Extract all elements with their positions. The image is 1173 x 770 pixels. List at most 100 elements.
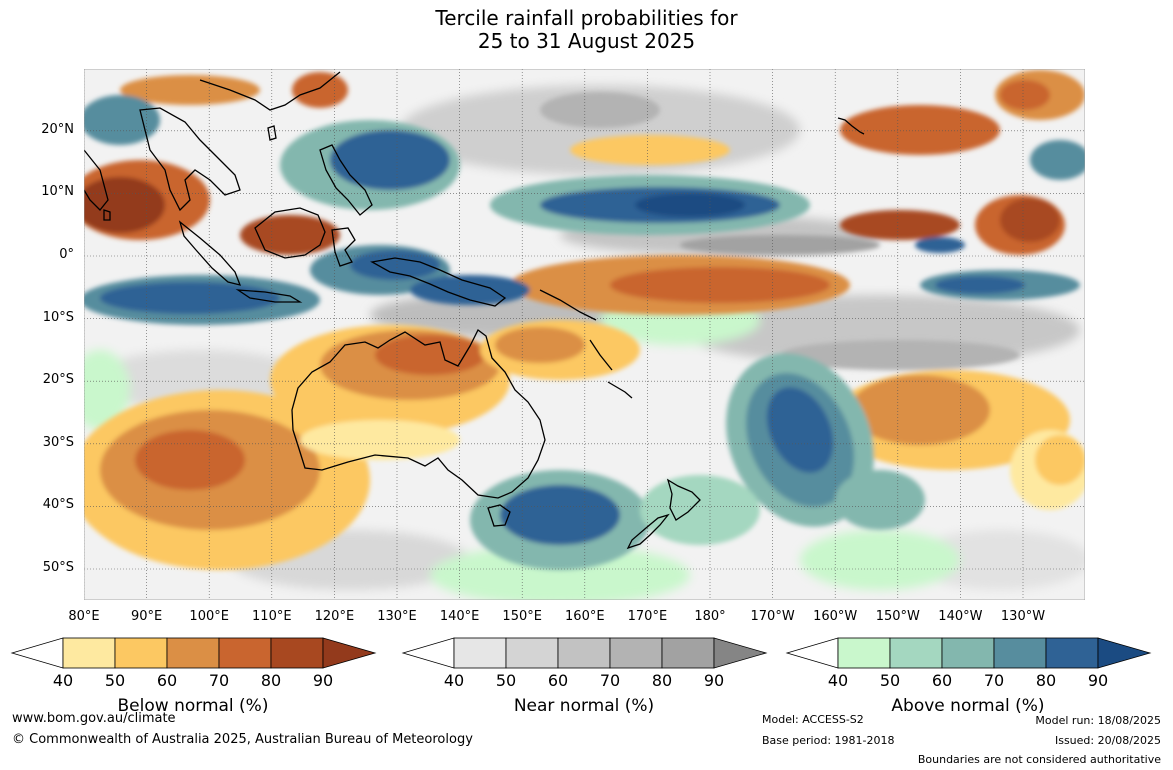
colorbar-segment <box>453 637 507 669</box>
colorbar-segment <box>889 637 943 669</box>
longitude-label: 120°E <box>314 609 355 624</box>
australia-coastline <box>291 329 546 499</box>
colorbar-near-title: Near normal (%) <box>513 696 655 716</box>
new-caledonia-coastline <box>607 381 633 399</box>
colorbar-min-extension <box>785 637 839 669</box>
sumatra-coastline <box>178 220 242 286</box>
philippines-coastline <box>319 144 373 216</box>
footer-model-run: Model run: 18/08/2025 <box>1035 714 1161 727</box>
longitude-label: 90°E <box>130 609 163 624</box>
hawaii-coastline <box>837 117 865 135</box>
colorbar-tick-label: 80 <box>260 671 282 690</box>
colorbar-segment <box>993 637 1047 669</box>
longitude-label: 150°W <box>875 609 920 624</box>
footer-base-period: Base period: 1981-2018 <box>762 734 895 747</box>
vanuatu-coastline <box>589 339 613 371</box>
colorbar-tick-label: 40 <box>443 671 465 690</box>
colorbar-tick-label: 50 <box>495 671 517 690</box>
rainfall-probability-map <box>84 69 1085 600</box>
new-zealand-south-coastline <box>626 513 670 550</box>
new-guinea-coastline <box>370 257 507 307</box>
colorbar-tick-label: 70 <box>983 671 1005 690</box>
colorbar-below-normal <box>10 637 377 669</box>
longitude-label: 130°E <box>377 609 417 624</box>
sri-lanka-coastline <box>103 209 111 221</box>
tasmania-coastline <box>487 504 511 527</box>
footer-issued: Issued: 20/08/2025 <box>1054 734 1161 747</box>
colorbar-max-extension <box>713 637 768 669</box>
colorbar-near-normal <box>401 637 768 669</box>
longitude-label: 150°E <box>502 609 542 624</box>
borneo-coastline <box>254 207 326 259</box>
new-zealand-north-coastline <box>666 478 701 521</box>
colorbar-above-title: Above normal (%) <box>891 696 1045 716</box>
colorbar-min-extension <box>401 637 455 669</box>
colorbar-tick-label: 60 <box>156 671 178 690</box>
india-coastline <box>84 149 109 211</box>
latitude-label: 30°S <box>42 434 74 450</box>
indochina-coastline <box>139 107 241 212</box>
colorbar-segment <box>114 637 168 669</box>
sulawesi-coastline <box>331 227 356 267</box>
longitude-label: 140°E <box>439 609 480 624</box>
colorbar-max-extension <box>322 637 377 669</box>
longitude-label: 170°E <box>627 609 668 624</box>
colorbar-segment <box>557 637 611 669</box>
colorbar-segment <box>609 637 663 669</box>
colorbar-tick-label: 50 <box>879 671 901 690</box>
colorbar-tick-label: 90 <box>703 671 725 690</box>
longitude-label: 160°W <box>813 609 858 624</box>
java-coastline <box>235 289 303 303</box>
colorbar-segment <box>505 637 559 669</box>
colorbar-segment <box>661 637 715 669</box>
longitude-label: 170°W <box>750 609 795 624</box>
colorbar-min-extension <box>10 637 64 669</box>
colorbar-segment <box>270 637 324 669</box>
colorbar-above-normal <box>785 637 1152 669</box>
latitude-label: 50°S <box>42 560 74 575</box>
map-title-line2: 25 to 31 August 2025 <box>477 29 696 53</box>
map-title-line1: Tercile rainfall probabilities for <box>435 6 738 30</box>
latitude-label: 10°S <box>42 309 74 325</box>
colorbar-tick-label: 90 <box>312 671 334 690</box>
longitude-label: 110°E <box>252 609 292 624</box>
colorbar-tick-label: 60 <box>931 671 953 690</box>
colorbar-segment <box>166 637 220 669</box>
footer-model: Model: ACCESS-S2 <box>762 713 864 726</box>
latitude-label: 0° <box>59 247 74 262</box>
colorbar-segment <box>1045 637 1099 669</box>
coastlines <box>84 71 865 550</box>
colorbar-below-title: Below normal (%) <box>117 696 269 716</box>
colorbar-tick-label: 90 <box>1087 671 1109 690</box>
footer-disclaimer: Boundaries are not considered authoritat… <box>917 753 1161 766</box>
latitude-label: 20°N <box>41 121 74 137</box>
longitude-label: 100°E <box>189 609 229 624</box>
graticule <box>84 69 1085 600</box>
latitude-label: 40°S <box>42 497 74 513</box>
footer-copyright: © Commonwealth of Australia 2025, Austra… <box>12 732 473 747</box>
colorbar-tick-label: 40 <box>827 671 849 690</box>
longitude-label: 80°E <box>68 609 100 624</box>
colorbar-tick-label: 80 <box>651 671 673 690</box>
longitude-label: 140°W <box>938 609 983 624</box>
colorbar-tick-label: 70 <box>599 671 621 690</box>
longitude-label: 160°E <box>565 609 605 624</box>
latitude-label: 10°N <box>41 184 74 200</box>
china-coastline <box>199 71 341 111</box>
colorbar-tick-label: 60 <box>547 671 569 690</box>
footer-website-link[interactable]: www.bom.gov.au/climate <box>12 711 176 726</box>
colorbar-tick-label: 80 <box>1035 671 1057 690</box>
taiwan-coastline <box>267 125 277 141</box>
colorbar-tick-label: 40 <box>52 671 74 690</box>
colorbar-tick-label: 70 <box>208 671 230 690</box>
colorbar-segment <box>218 637 272 669</box>
colorbar-tick-label: 50 <box>104 671 126 690</box>
longitude-label: 130°W <box>1000 609 1046 624</box>
colorbar-segment <box>941 637 995 669</box>
solomon-islands-coastline <box>539 289 597 321</box>
colorbar-segment <box>837 637 891 669</box>
longitude-label: 180° <box>694 609 726 624</box>
latitude-label: 20°S <box>42 372 74 388</box>
colorbar-segment <box>62 637 116 669</box>
colorbar-max-extension <box>1097 637 1152 669</box>
